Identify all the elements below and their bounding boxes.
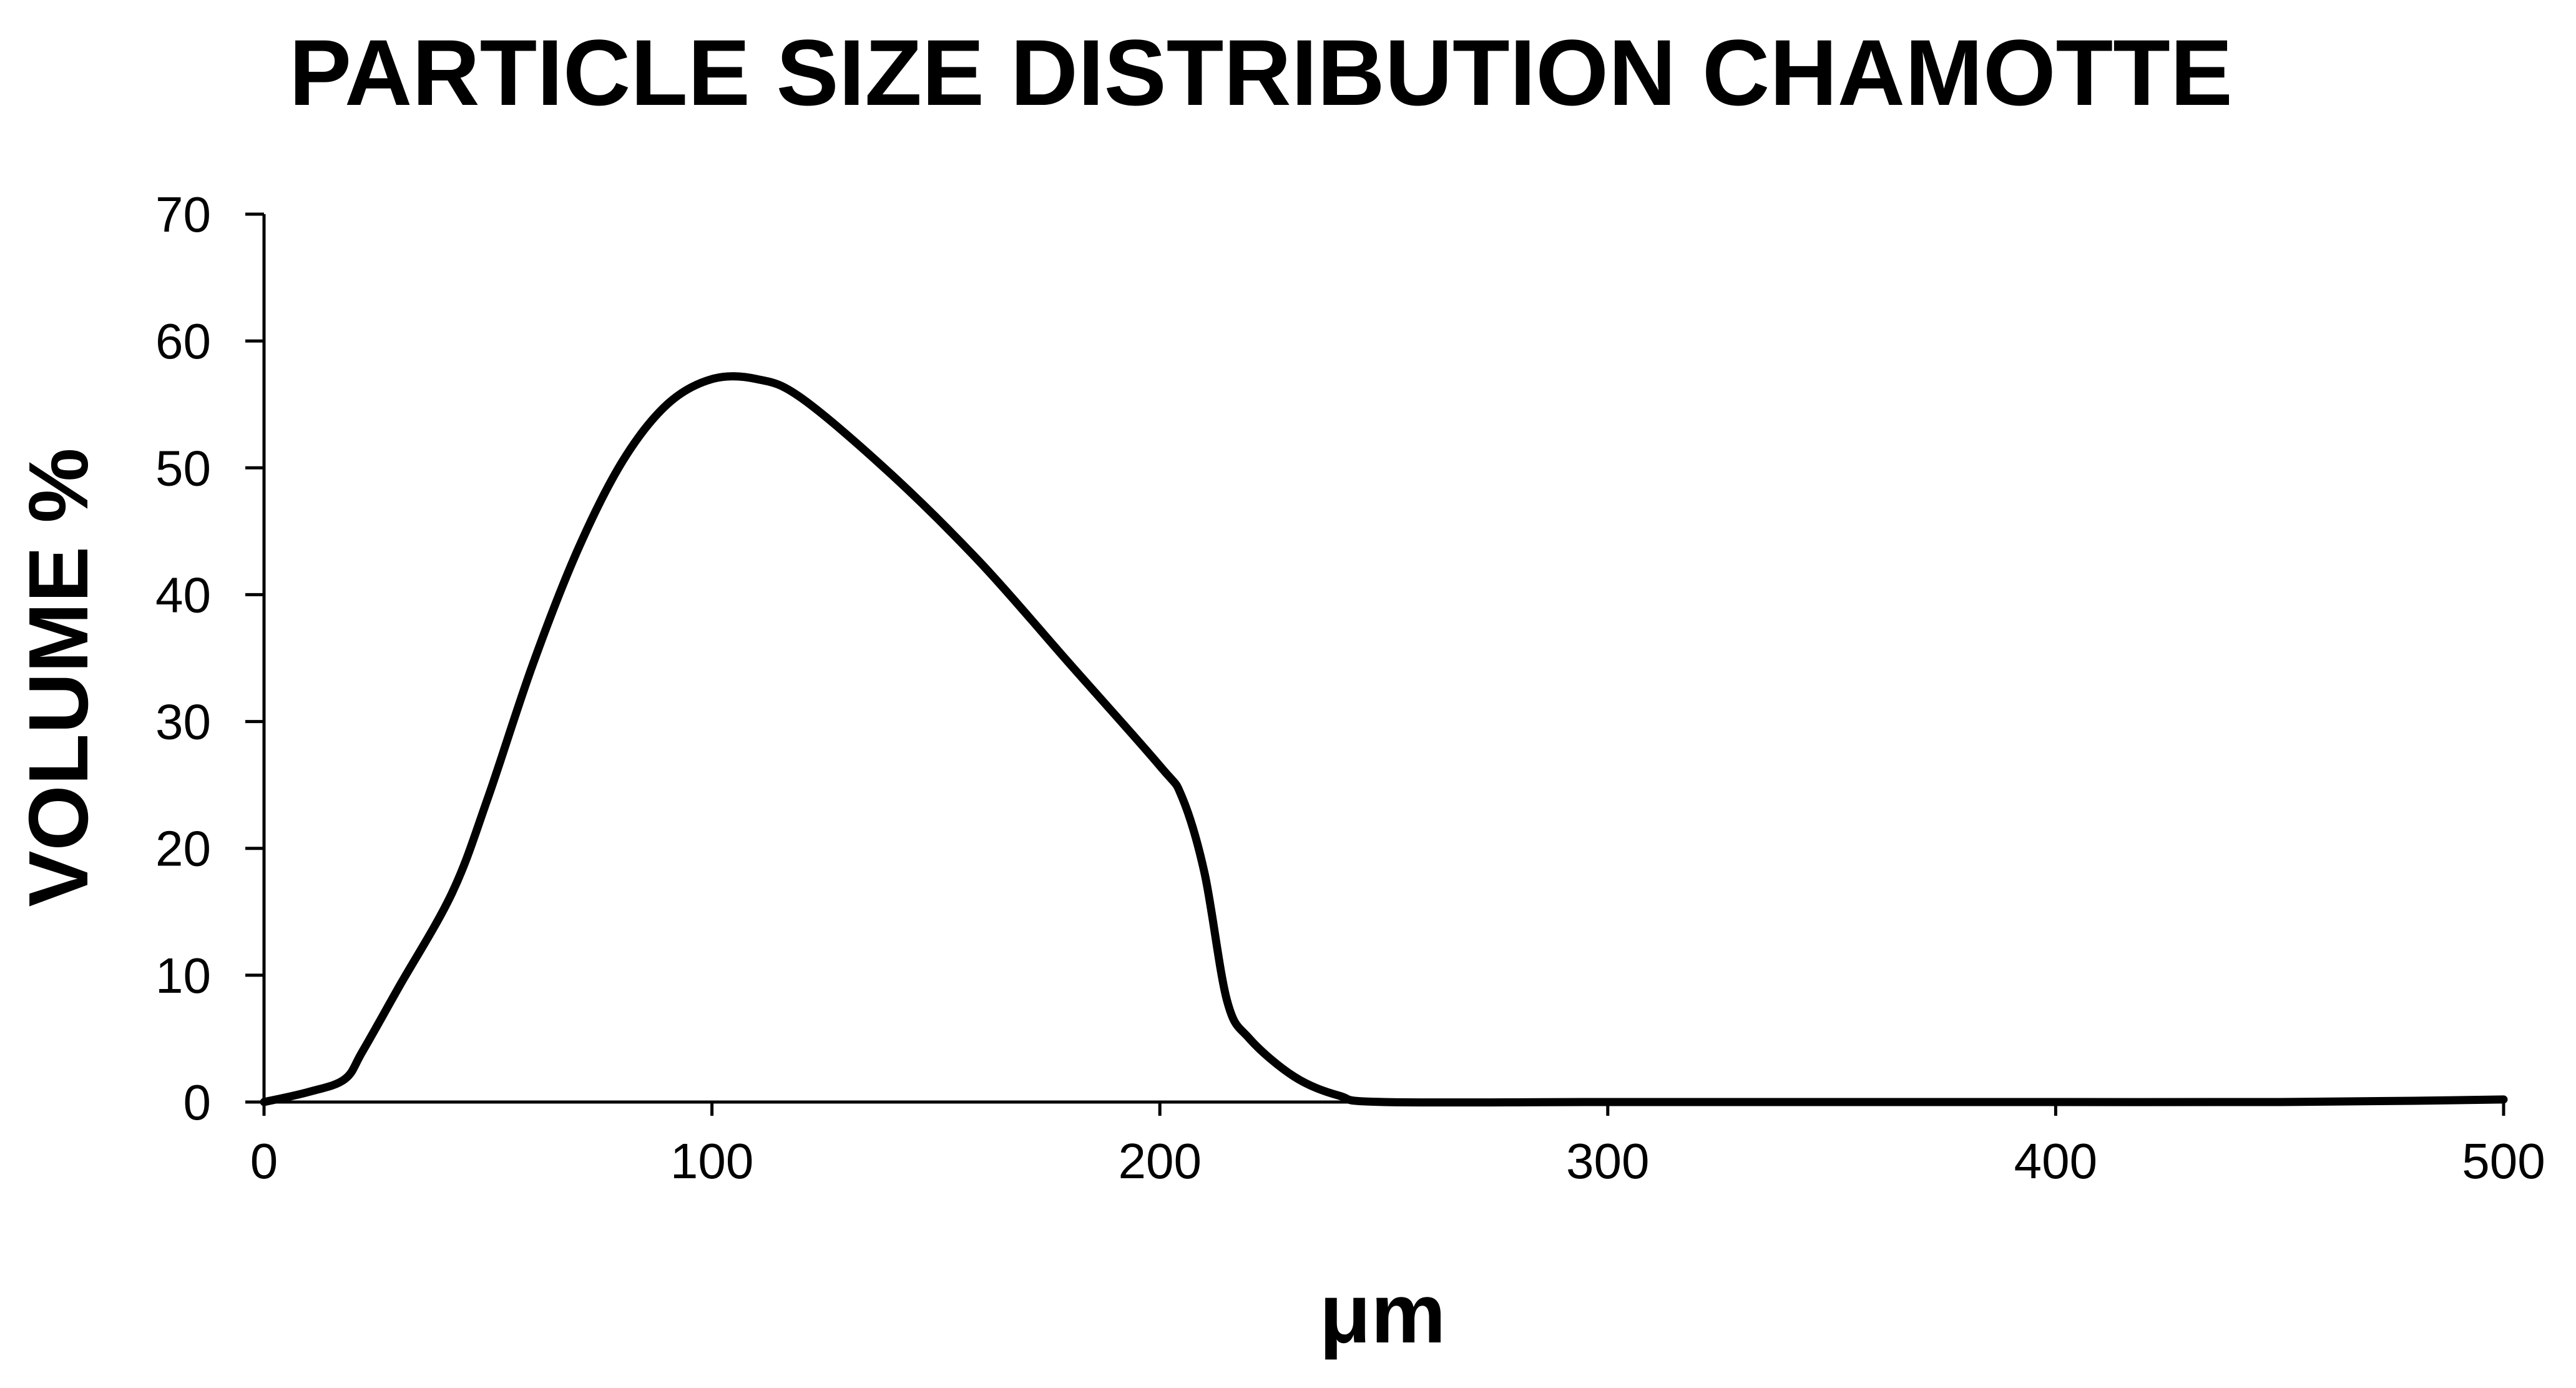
x-tick-label: 0 — [250, 1133, 278, 1189]
x-tick-label: 300 — [1566, 1133, 1649, 1189]
y-tick-label: 50 — [155, 440, 211, 496]
y-tick-label: 70 — [155, 187, 211, 242]
x-tick-label: 200 — [1118, 1133, 1201, 1189]
x-axis-title: μm — [1320, 1266, 1446, 1361]
y-ticks-group: 0 10 20 30 40 50 60 70 — [155, 187, 264, 1130]
x-ticks-group: 0 100 200 300 400 500 — [250, 1102, 2545, 1189]
x-tick-label: 400 — [2014, 1133, 2097, 1189]
y-tick-label: 20 — [155, 821, 211, 877]
y-tick-label: 60 — [155, 313, 211, 369]
y-axis-title: VOLUME % — [11, 448, 105, 907]
y-tick-label: 40 — [155, 567, 211, 623]
x-tick-label: 500 — [2462, 1133, 2545, 1189]
chart-title: PARTICLE SIZE DISTRIBUTION CHAMOTTE — [289, 20, 2233, 125]
x-tick-label: 100 — [670, 1133, 753, 1189]
y-tick-label: 10 — [155, 948, 211, 1003]
y-tick-label: 30 — [155, 694, 211, 750]
y-tick-label: 0 — [184, 1075, 212, 1130]
chamotte-distribution-line — [260, 372, 2508, 1107]
